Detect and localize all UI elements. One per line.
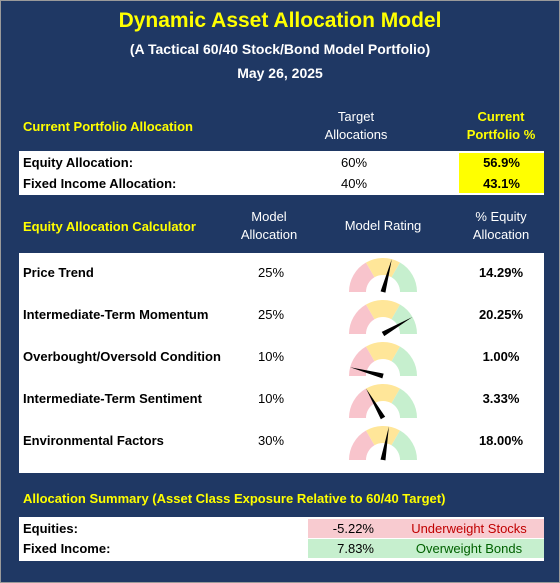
section-title: Current Portfolio Allocation [23,119,193,134]
column-header: Current Portfolio % [466,109,536,142]
gauge-segment [391,262,417,292]
gauge-segment [349,304,375,334]
model-allocation: 10% [257,349,285,364]
highlight [308,539,544,558]
subtitle: (A Tactical 60/40 Stock/Bond Model Portf… [129,41,431,57]
model-allocation: 30% [257,433,285,448]
row-label: Equity Allocation: [23,155,134,170]
row-label: Environmental Factors [23,433,164,448]
date: May 26, 2025 [237,65,323,81]
model-allocation: 10% [257,391,285,406]
target: 60% [341,155,368,170]
row-label: Equities: [23,521,78,536]
gauge-segment [391,430,417,460]
row-label: Intermediate-Term Momentum [23,307,209,322]
equity-allocation: 3.33% [482,391,520,406]
highlight [308,519,544,538]
exposure: -5.22% [332,521,374,536]
equity-allocation: 20.25% [478,307,524,322]
title: Dynamic Asset Allocation Model [118,9,442,32]
row-label: Fixed Income: [23,541,111,556]
current: 43.1% [483,176,520,191]
gauge [349,426,417,461]
highlight [459,153,544,193]
column-header: Model Allocation [240,209,298,242]
gauge-needle [350,367,384,379]
model-allocation: 25% [257,307,285,322]
row-label: Price Trend [23,265,94,280]
gauge [349,300,417,337]
equity-allocation: 14.29% [478,265,524,280]
status: Overweight Bonds [415,541,523,556]
calculator-table: Price Trend 25% 14.29% Intermediate-Term Mo… [19,253,544,473]
column-header: Model Rating [344,218,422,233]
current: 56.9% [483,155,520,170]
gauge-needle [381,317,413,337]
gauge-needle [380,426,389,461]
gauge-segment [349,262,375,292]
status: Underweight Stocks [411,521,527,536]
gauge-segment [349,388,375,418]
gauge-needle [380,259,392,293]
gauge-segment [366,300,400,320]
column-header: % Equity Allocation [472,209,530,242]
row-label: Overbought/Oversold Condition [23,349,221,364]
row-label: Fixed Income Allocation: [23,176,177,191]
equity-allocation: 1.00% [482,349,520,364]
gauge-segment [391,388,417,418]
exposure: 7.83% [337,541,374,556]
gauge-segment [366,258,400,278]
gauge-segment [366,426,400,446]
gauge [349,384,417,420]
allocation-table: Equity Allocation: 60% 56.9% Fixed Incom… [19,151,544,195]
target: 40% [341,176,368,191]
gauge-segment [366,342,400,362]
summary-table: Equities: -5.22% Underweight Stocks Fixe… [19,517,544,561]
gauge-segment [349,430,375,460]
gauge-segment [366,384,400,404]
gauge-segment [391,346,417,376]
section-title: Equity Allocation Calculator [23,219,196,234]
column-header: Target Allocations [324,109,388,142]
row-label: Intermediate-Term Sentiment [23,391,202,406]
gauge-segment [391,304,417,334]
gauge [349,342,417,379]
gauge-needle [366,388,386,420]
gauge [349,258,417,293]
section-title: Allocation Summary (Asset Class Exposure… [23,491,446,506]
model-allocation: 25% [257,265,285,280]
equity-allocation: 18.00% [478,433,524,448]
